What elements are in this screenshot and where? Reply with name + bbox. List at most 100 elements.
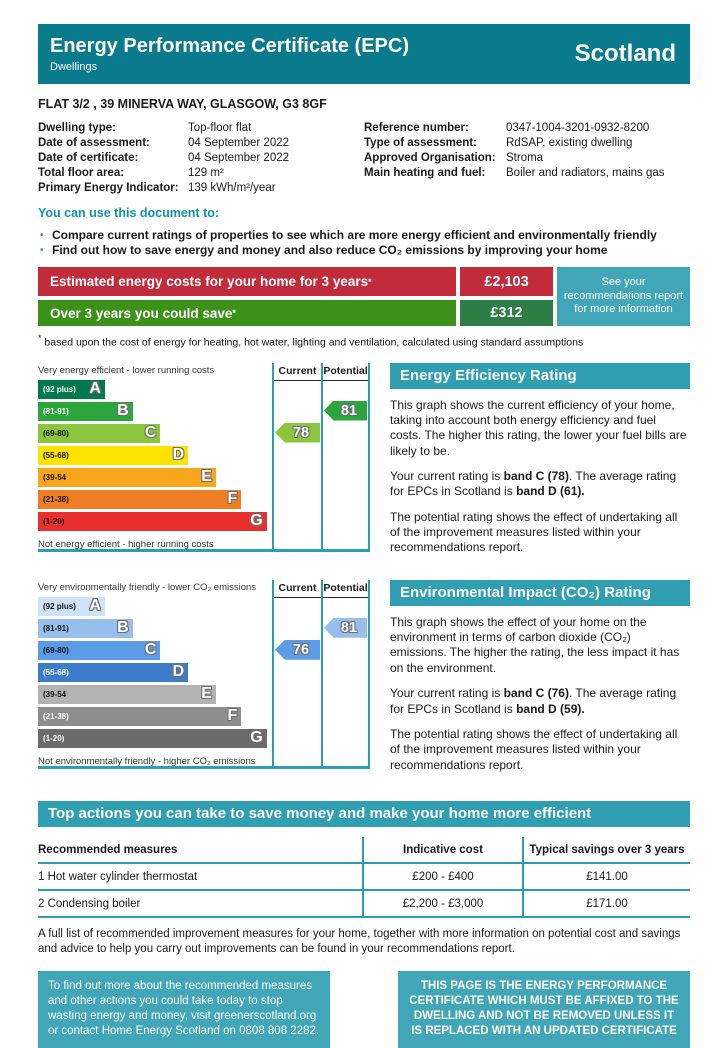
bullet-text: Compare current ratings of properties to… [52, 228, 657, 242]
eir-text-panel: Environmental Impact (CO₂) Rating This g… [390, 579, 690, 783]
detail-value: RdSAP, existing dwelling [506, 137, 633, 149]
eir-bottom-caption: Not environmentally friendly - higher CO… [38, 755, 256, 767]
band-letter: B [117, 619, 129, 637]
region-label: Scotland [574, 40, 676, 67]
intro-bullet: Find out how to save energy and money an… [38, 243, 690, 258]
band-range: (92 plus) [43, 384, 76, 394]
asterisk-mark: * [232, 308, 236, 318]
detail-row: Total floor area: 129 m² [38, 166, 364, 181]
eir-potential-column: Potential 81 [321, 579, 370, 766]
potential-column-header: Potential [323, 580, 368, 598]
eir-paragraph-3: The potential rating shows the effect of… [390, 726, 678, 772]
eir-top-caption: Very environmentally friendly - lower CO… [38, 581, 257, 593]
page-title: Energy Performance Certificate (EPC) [50, 35, 410, 57]
detail-label: Date of assessment: [38, 137, 150, 149]
detail-value: 0347-1004-3201-0932-8200 [506, 122, 650, 134]
intro-heading: You can use this document to: [38, 206, 220, 220]
eir-band-d: (55-68) D [38, 662, 189, 682]
savings-text: Over 3 years you could save [50, 305, 233, 321]
band-range: (69-80) [43, 428, 69, 438]
recommendations-info-box: See your recommendations report for more… [557, 267, 690, 326]
detail-value: 129 m² [188, 167, 224, 179]
band-range: (55-68) [43, 667, 69, 677]
band-range: (21-38) [43, 711, 69, 721]
eir-chart: Very environmentally friendly - lower CO… [38, 579, 370, 783]
band-range: (92 plus) [43, 601, 76, 611]
eir-rating-text: Your current rating is [390, 686, 504, 701]
eer-potential-arrow: 81 [324, 400, 367, 421]
eir-bands: Very environmentally friendly - lower CO… [38, 580, 272, 767]
eer-band-d: (55-68) D [38, 445, 189, 465]
detail-label: Dwelling type: [38, 122, 116, 134]
eir-potential-arrow: 81 [324, 617, 367, 638]
table-header-row: Recommended measures Indicative cost Typ… [38, 836, 690, 864]
band-letter: F [227, 490, 238, 507]
measure-savings: £141.00 [522, 863, 690, 889]
band-letter: C [144, 641, 157, 659]
detail-label: Date of certificate: [38, 152, 139, 164]
band-letter: D [172, 446, 185, 463]
detail-value: 04 September 2022 [188, 137, 290, 149]
detail-value: Stroma [506, 152, 544, 164]
band-letter: G [250, 512, 263, 529]
savings-value: £312 [460, 300, 553, 326]
top-actions-table: Recommended measures Indicative cost Typ… [38, 836, 690, 918]
page-subtitle: Dwellings [50, 61, 98, 73]
band-letter: E [201, 685, 212, 703]
detail-label: Total floor area: [38, 167, 125, 179]
detail-row: Date of certificate: 04 September 2022 [38, 151, 364, 166]
eer-potential-column: Potential 81 [321, 362, 370, 549]
detail-label: Type of assessment: [364, 137, 477, 149]
band-letter: B [117, 402, 129, 419]
eir-current-band: band C (76) [503, 686, 569, 701]
savings-label: Over 3 years you could save * [38, 300, 456, 326]
eer-panel-title: Energy Efficiency Rating [390, 362, 690, 389]
eir-current-value: 76 [292, 641, 310, 658]
eir-current-column: Current 76 [272, 579, 321, 766]
band-range: (69-80) [43, 645, 69, 655]
band-range: (39-54 [43, 689, 67, 699]
eer-rating-text: Your current rating is [390, 468, 504, 483]
band-letter: E [201, 468, 212, 485]
band-letter: A [89, 380, 101, 397]
detail-label: Main heating and fuel: [364, 167, 486, 179]
eer-paragraph-1: This graph shows the current efficiency … [390, 397, 687, 458]
eir-paragraph-1: This graph shows the effect of your home… [390, 614, 680, 675]
eir-average-band: band D (59). [516, 701, 585, 716]
eer-current-arrow: 78 [275, 422, 320, 443]
eer-chart: Very energy efficient - lower running co… [38, 362, 370, 566]
eer-paragraph-2: Your current rating is band C (78). The … [390, 469, 690, 500]
eir-rating-text: . The average rating for EPCs in Scotlan… [390, 686, 677, 716]
energy-costs-banners: Estimated energy costs for your home for… [38, 267, 690, 326]
certificate-notice-box: THIS PAGE IS THE ENERGY PERFORMANCE CERT… [398, 970, 690, 1048]
estimated-costs-label: Estimated energy costs for your home for… [38, 267, 456, 296]
eir-band-g: (1-20) G [38, 728, 267, 748]
band-range: (81-91) [43, 623, 69, 633]
band-range: (1-20) [43, 516, 65, 526]
details-right-column: Reference number: 0347-1004-3201-0932-820… [364, 121, 690, 196]
eer-band-a: (92 plus) A [38, 379, 105, 399]
detail-row: Main heating and fuel: Boiler and radiato… [364, 166, 690, 181]
eer-average-band: band D (61). [516, 484, 585, 499]
measure-cost: £2,200 - £3,000 [362, 890, 522, 916]
detail-value: Boiler and radiators, mains gas [506, 167, 665, 179]
detail-label: Approved Organisation: [364, 152, 496, 164]
band-range: (81-91) [43, 406, 69, 416]
more-info-box: To find out more about the recommended m… [38, 970, 330, 1048]
footnote-text: based upon the cost of energy for heatin… [41, 336, 584, 349]
band-letter: D [172, 663, 185, 681]
costs-footnote: * based upon the cost of energy for heat… [38, 333, 690, 349]
bullet-text: Find out how to save energy and money an… [52, 243, 608, 257]
eir-band-f: (21-38) F [38, 706, 242, 726]
column-header-measures: Recommended measures [38, 843, 178, 856]
estimated-costs-text: Estimated energy costs for your home for… [50, 274, 369, 289]
band-range: (21-38) [43, 494, 69, 504]
environmental-impact-section: Very environmentally friendly - lower CO… [38, 579, 690, 783]
detail-row: Reference number: 0347-1004-3201-0932-820… [364, 121, 690, 136]
footnote-asterisk: * [38, 333, 42, 343]
eir-paragraph-2: Your current rating is band C (76). The … [390, 686, 690, 717]
details-left-column: Dwelling type: Top-floor flat Date of ass… [38, 121, 364, 196]
detail-label: Primary Energy Indicator: [38, 182, 179, 194]
band-range: (39-54 [43, 472, 67, 482]
